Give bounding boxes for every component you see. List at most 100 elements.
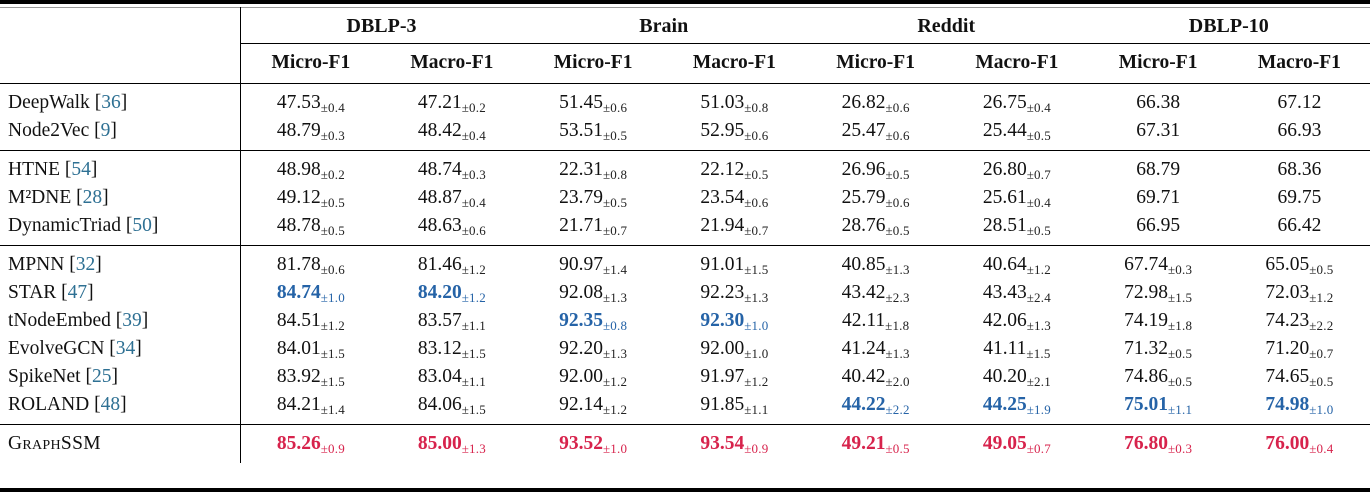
metric-cell: 92.00±1.2	[523, 363, 664, 391]
metric-std: ±1.3	[744, 290, 769, 305]
metric-cell: 67.31	[1088, 117, 1229, 151]
metric-cell: 67.12	[1228, 83, 1370, 117]
metric-cell: 83.57±1.1	[381, 307, 522, 335]
metric-std: ±1.5	[461, 402, 486, 417]
metric-value: 92.35	[559, 310, 603, 331]
metric-cell: 90.97±1.4	[522, 245, 664, 279]
metric-cell: 53.51±0.5	[523, 117, 664, 151]
metric-cell: 75.01±1.1	[1088, 391, 1229, 425]
metric-cell: 84.01±1.5	[240, 335, 381, 363]
metric-std: ±0.2	[320, 167, 345, 182]
citation-link[interactable]: 47	[67, 282, 88, 303]
table-row: EvolveGCN [34] 84.01±1.5 83.12±1.5 92.20±1.…	[0, 335, 1370, 363]
metric-value: 67.74	[1124, 254, 1168, 275]
metric-cell: 21.71±0.7	[523, 212, 664, 246]
metric-header: Micro-F1	[240, 43, 382, 84]
citation-link[interactable]: 50	[132, 215, 152, 236]
metric-value: 25.61	[982, 187, 1027, 208]
metric-cell: 91.85±1.1	[664, 391, 805, 425]
metric-cell: 74.98±1.0	[1229, 391, 1370, 425]
metric-cell: 74.86±0.5	[1088, 363, 1229, 391]
citation-bracket-open: [	[115, 310, 123, 331]
metric-std: ±0.9	[744, 441, 769, 456]
metric-value: 51.03	[700, 92, 745, 113]
metric-value: 26.80	[982, 159, 1027, 180]
metric-cell: 40.20±2.1	[946, 363, 1087, 391]
metric-cell: 48.74±0.3	[381, 150, 523, 184]
metric-value: 84.01	[276, 338, 321, 359]
metric-cell: 71.32±0.5	[1088, 335, 1229, 363]
metric-cell: 23.54±0.6	[664, 184, 805, 212]
citation-bracket-close: ]	[111, 366, 118, 387]
citation-link[interactable]: 48	[100, 394, 121, 415]
citation-link[interactable]: 34	[115, 338, 136, 359]
metric-cell: 84.20±1.2	[381, 279, 522, 307]
metric-std: ±1.3	[1026, 318, 1051, 333]
metric-std: ±2.1	[1026, 374, 1051, 389]
metric-value: 72.98	[1124, 282, 1168, 303]
table-row: HTNE [54] 48.98±0.2 48.74±0.3 22.31±0.8 22.1…	[0, 150, 1370, 184]
metric-cell: 74.65±0.5	[1229, 363, 1370, 391]
metric-value: 28.76	[841, 215, 886, 236]
metric-value: 49.12	[276, 187, 321, 208]
metric-std: ±1.2	[744, 374, 769, 389]
metric-value: 76.00	[1265, 433, 1310, 454]
metric-header: Macro-F1	[946, 43, 1088, 84]
citation-bracket-close: ]	[87, 282, 94, 303]
metric-std: ±2.3	[885, 290, 910, 305]
metric-value: 48.78	[276, 215, 321, 236]
metric-value: 49.21	[841, 433, 886, 454]
metric-value: 21.94	[700, 215, 745, 236]
metric-std: ±1.3	[602, 346, 628, 361]
metric-std: ±0.3	[461, 167, 486, 182]
citation-link[interactable]: 28	[82, 187, 103, 208]
metric-cell: 92.30±1.0	[664, 307, 805, 335]
metric-value: 26.96	[841, 159, 886, 180]
method-cell: STAR [47]	[0, 279, 241, 307]
table-row: SpikeNet [25] 83.92±1.5 83.04±1.1 92.00±1.2…	[0, 363, 1370, 391]
metric-value: 84.20	[417, 282, 462, 303]
citation-link[interactable]: 36	[101, 92, 121, 113]
metric-cell: 83.92±1.5	[240, 363, 381, 391]
metric-cell: 25.47±0.6	[805, 117, 946, 151]
metric-std: ±0.6	[885, 128, 910, 143]
citation-link[interactable]: 39	[122, 310, 142, 331]
metric-std: ±2.2	[885, 402, 910, 417]
corner-cell-2	[0, 43, 241, 84]
metric-std: ±1.2	[1309, 290, 1334, 305]
metric-std: ±0.4	[1309, 441, 1334, 456]
citation-bracket-open: [	[85, 366, 92, 387]
metric-std: ±1.5	[1167, 290, 1193, 305]
method-group-random-walk-methods: DeepWalk [36] 47.53±0.4 47.21±0.2 51.45±0.6…	[0, 83, 1370, 151]
citation-link[interactable]: 54	[71, 159, 91, 180]
metric-std: ±0.5	[885, 167, 910, 182]
dataset-header-row: DBLP-3 Brain Reddit DBLP-10	[0, 7, 1370, 44]
metric-cell: 49.21±0.5	[805, 424, 947, 463]
citation-bracket-close: ]	[110, 120, 117, 141]
metric-value: 48.98	[276, 159, 321, 180]
method-label: STAR	[8, 282, 57, 303]
metric-cell: 71.20±0.7	[1229, 335, 1370, 363]
metric-std: ±0.4	[1026, 100, 1051, 115]
citation-link[interactable]: 9	[100, 120, 111, 141]
metric-cell: 28.76±0.5	[805, 212, 946, 246]
metric-value: 91.01	[700, 254, 745, 275]
metric-value: 74.98	[1265, 394, 1310, 415]
metric-value: 44.22	[841, 394, 886, 415]
metric-std: ±1.2	[602, 374, 628, 389]
metric-value: 68.36	[1277, 159, 1322, 180]
metric-cell: 92.08±1.3	[523, 279, 664, 307]
citation-link[interactable]: 25	[91, 366, 112, 387]
metric-cell: 76.00±0.4	[1228, 424, 1370, 463]
citation-bracket-open: [	[69, 254, 76, 275]
metric-value: 66.42	[1277, 215, 1322, 236]
metric-std: ±0.3	[320, 128, 345, 143]
citation-link[interactable]: 32	[75, 254, 96, 275]
metric-cell: 85.26±0.9	[240, 424, 382, 463]
dataset-header-dblp-10: DBLP-10	[1087, 7, 1370, 44]
metric-std: ±1.5	[320, 346, 345, 361]
method-label: EvolveGCN	[8, 338, 105, 359]
metric-value: 81.46	[417, 254, 462, 275]
metric-std: ±0.6	[885, 100, 910, 115]
